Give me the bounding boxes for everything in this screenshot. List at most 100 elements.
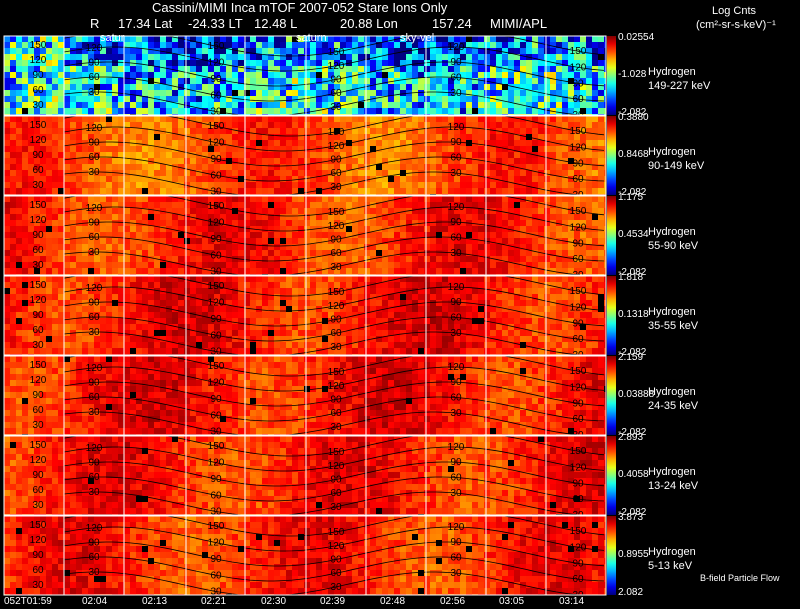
heatmap-cell bbox=[496, 140, 502, 146]
heatmap-cell bbox=[268, 108, 274, 114]
heatmap-cell bbox=[514, 214, 520, 220]
heatmap-cell bbox=[178, 146, 184, 152]
heatmap-cell bbox=[196, 208, 202, 214]
heatmap-cell bbox=[70, 214, 76, 220]
heatmap-cell bbox=[4, 276, 10, 282]
heatmap-cell bbox=[460, 146, 466, 152]
heatmap-cell bbox=[430, 36, 436, 42]
heatmap-cell bbox=[454, 256, 460, 262]
heatmap-cell bbox=[118, 220, 124, 226]
heatmap-cell bbox=[406, 268, 412, 274]
heatmap-cell bbox=[64, 60, 70, 66]
heatmap-cell bbox=[250, 170, 256, 176]
heatmap-cell bbox=[418, 164, 424, 170]
heatmap-cell bbox=[4, 78, 10, 84]
heatmap-cell bbox=[136, 164, 142, 170]
heatmap-cell bbox=[328, 250, 334, 256]
heatmap-cell bbox=[244, 84, 250, 90]
heatmap-cell bbox=[400, 96, 406, 102]
heatmap-cell bbox=[154, 282, 160, 288]
heatmap-cell bbox=[184, 164, 190, 170]
heatmap-cell bbox=[88, 238, 94, 244]
heatmap-cell bbox=[136, 182, 142, 188]
heatmap-cell bbox=[436, 208, 442, 214]
heatmap-cell bbox=[64, 232, 70, 238]
heatmap-cell bbox=[286, 116, 292, 122]
heatmap-cell bbox=[346, 288, 352, 294]
heatmap-cell bbox=[160, 262, 166, 268]
heatmap-cell bbox=[298, 122, 304, 128]
heatmap-cell bbox=[148, 294, 154, 300]
heatmap-cell bbox=[94, 66, 100, 72]
heatmap-cell bbox=[172, 84, 178, 90]
heatmap-cell bbox=[304, 164, 310, 170]
heatmap-cell bbox=[268, 36, 274, 42]
heatmap-cell bbox=[166, 294, 172, 300]
heatmap-cell bbox=[310, 60, 316, 66]
heatmap-cell bbox=[40, 116, 46, 122]
heatmap-cell bbox=[64, 238, 70, 244]
heatmap-cell bbox=[244, 238, 250, 244]
heatmap-cell bbox=[484, 116, 490, 122]
heatmap-cell bbox=[562, 262, 568, 268]
heatmap-cell bbox=[310, 78, 316, 84]
heatmap-cell bbox=[316, 202, 322, 208]
heatmap-cell bbox=[238, 182, 244, 188]
heatmap-cell bbox=[310, 202, 316, 208]
heatmap-cell bbox=[292, 244, 298, 250]
heatmap-cell bbox=[130, 176, 136, 182]
heatmap-cell bbox=[148, 72, 154, 78]
heatmap-cell bbox=[370, 140, 376, 146]
heatmap-cell bbox=[34, 152, 40, 158]
heatmap-cell bbox=[526, 250, 532, 256]
heatmap-cell bbox=[34, 90, 40, 96]
heatmap-cell bbox=[34, 48, 40, 54]
heatmap-cell bbox=[436, 54, 442, 60]
heatmap-cell bbox=[490, 128, 496, 134]
heatmap-cell bbox=[70, 102, 76, 108]
heatmap-cell bbox=[502, 196, 508, 202]
heatmap-cell bbox=[316, 66, 322, 72]
heatmap-cell bbox=[142, 48, 148, 54]
heatmap-cell bbox=[232, 134, 238, 140]
heatmap-cell bbox=[238, 140, 244, 146]
heatmap-cell bbox=[100, 72, 106, 78]
heatmap-cell bbox=[202, 66, 208, 72]
heatmap-cell bbox=[328, 42, 334, 48]
heatmap-cell bbox=[184, 122, 190, 128]
heatmap-cell bbox=[604, 140, 606, 146]
heatmap-cell bbox=[256, 134, 262, 140]
heatmap-cell bbox=[10, 250, 16, 256]
heatmap-cell bbox=[472, 288, 478, 294]
heatmap-cell bbox=[94, 232, 100, 238]
heatmap-cell bbox=[112, 164, 118, 170]
heatmap-cell bbox=[532, 96, 538, 102]
heatmap-cell bbox=[592, 202, 598, 208]
heatmap-cell bbox=[220, 78, 226, 84]
heatmap-cell bbox=[178, 60, 184, 66]
heatmap-cell bbox=[34, 60, 40, 66]
heatmap-cell bbox=[28, 232, 34, 238]
heatmap-cell bbox=[322, 226, 328, 232]
heatmap-cell bbox=[52, 276, 58, 282]
heatmap-cell bbox=[244, 256, 250, 262]
heatmap-cell bbox=[40, 60, 46, 66]
heatmap-cell bbox=[76, 158, 82, 164]
heatmap-cell bbox=[154, 294, 160, 300]
heatmap-cell bbox=[502, 176, 508, 182]
heatmap-cell bbox=[364, 96, 370, 102]
heatmap-cell bbox=[406, 238, 412, 244]
heatmap-cell bbox=[130, 152, 136, 158]
heatmap-cell bbox=[352, 262, 358, 268]
heatmap-cell bbox=[238, 196, 244, 202]
heatmap-cell bbox=[442, 306, 448, 312]
heatmap-cell bbox=[148, 188, 154, 194]
heatmap-cell bbox=[310, 122, 316, 128]
heatmap-cell bbox=[28, 214, 34, 220]
heatmap-cell bbox=[472, 306, 478, 312]
heatmap-cell bbox=[46, 226, 52, 232]
heatmap-cell bbox=[34, 214, 40, 220]
heatmap-cell bbox=[94, 122, 100, 128]
heatmap-cell bbox=[502, 60, 508, 66]
heatmap-cell bbox=[4, 288, 10, 294]
